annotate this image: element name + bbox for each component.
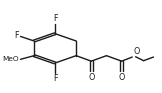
Text: MeO: MeO xyxy=(2,56,19,62)
Text: F: F xyxy=(14,31,19,40)
Text: O: O xyxy=(88,73,94,82)
Text: F: F xyxy=(53,74,57,83)
Text: O: O xyxy=(118,73,125,82)
Text: F: F xyxy=(53,14,57,23)
Text: O: O xyxy=(133,47,139,56)
